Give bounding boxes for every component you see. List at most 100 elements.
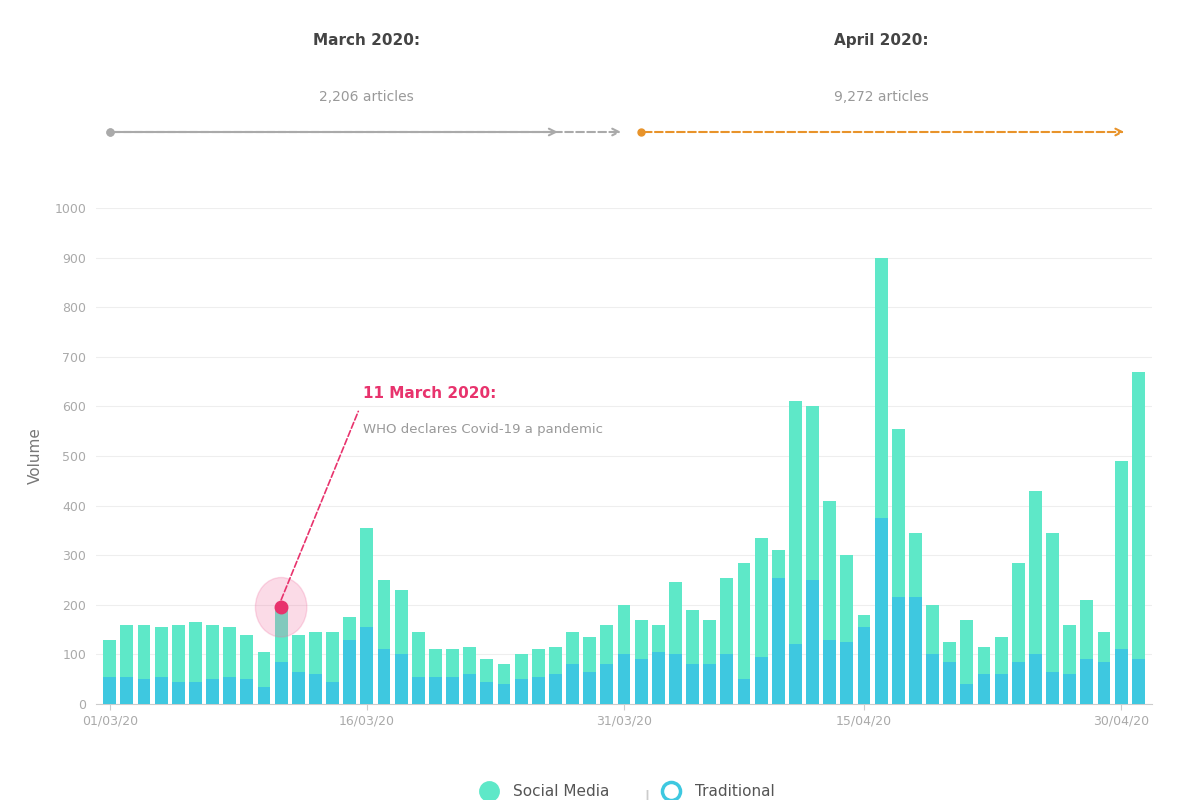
Bar <box>463 674 476 704</box>
Bar <box>600 664 613 704</box>
Bar <box>910 533 922 598</box>
Bar <box>618 654 630 704</box>
Bar <box>343 639 356 704</box>
Bar <box>720 654 733 704</box>
Bar <box>240 634 253 679</box>
Bar <box>910 598 922 704</box>
Ellipse shape <box>256 578 307 637</box>
Bar <box>172 682 185 704</box>
Bar <box>1063 674 1076 704</box>
Bar <box>772 578 785 704</box>
Bar <box>446 650 460 677</box>
Bar <box>995 674 1008 704</box>
Bar <box>190 622 202 682</box>
Bar <box>1080 600 1093 659</box>
Bar <box>618 605 630 654</box>
Bar <box>206 625 220 679</box>
Bar <box>720 578 733 654</box>
Text: March 2020:: March 2020: <box>313 33 420 48</box>
Bar <box>823 501 836 639</box>
Bar <box>155 677 168 704</box>
Bar <box>892 429 905 598</box>
Bar <box>943 662 956 704</box>
Bar <box>326 682 340 704</box>
Bar <box>738 562 750 679</box>
Bar <box>703 664 716 704</box>
Bar <box>120 677 133 704</box>
Bar <box>858 614 870 627</box>
Bar <box>1063 625 1076 674</box>
Legend: Social Media, Traditional: Social Media, Traditional <box>467 778 781 800</box>
Text: 2,206 articles: 2,206 articles <box>319 90 414 104</box>
Bar <box>840 642 853 704</box>
Bar <box>978 647 990 674</box>
Bar <box>206 679 220 704</box>
Bar <box>138 625 150 679</box>
Bar <box>738 679 750 704</box>
Bar <box>652 652 665 704</box>
Bar <box>840 555 853 642</box>
Text: April 2020:: April 2020: <box>834 33 929 48</box>
Bar <box>223 627 236 677</box>
Text: |: | <box>643 790 650 800</box>
Bar <box>790 645 802 704</box>
Bar <box>772 550 785 578</box>
Bar <box>1046 672 1060 704</box>
Bar <box>635 659 648 704</box>
Bar <box>790 402 802 645</box>
Bar <box>1012 562 1025 662</box>
Bar <box>583 637 596 672</box>
Bar <box>395 654 408 704</box>
Bar <box>103 639 116 677</box>
Bar <box>412 677 425 704</box>
Bar <box>360 627 373 704</box>
Bar <box>755 657 768 704</box>
Bar <box>1098 632 1110 662</box>
Bar <box>515 654 528 679</box>
Bar <box>120 625 133 677</box>
Text: 11 March 2020:: 11 March 2020: <box>364 386 497 402</box>
Bar <box>635 620 648 659</box>
Bar <box>532 677 545 704</box>
Bar <box>583 672 596 704</box>
Bar <box>858 627 870 704</box>
Bar <box>498 684 510 704</box>
Bar <box>480 659 493 682</box>
Bar <box>995 637 1008 674</box>
Bar <box>823 639 836 704</box>
Bar <box>875 518 888 704</box>
Bar <box>343 618 356 639</box>
Bar <box>430 650 442 677</box>
Bar <box>292 672 305 704</box>
Y-axis label: Volume: Volume <box>29 427 43 485</box>
Bar <box>430 677 442 704</box>
Bar <box>240 679 253 704</box>
Bar <box>446 677 460 704</box>
Bar <box>378 650 390 704</box>
Bar <box>463 647 476 674</box>
Bar <box>360 528 373 627</box>
Bar <box>670 654 682 704</box>
Bar <box>926 605 940 654</box>
Bar <box>1030 490 1042 654</box>
Bar <box>1132 659 1145 704</box>
Bar <box>395 590 408 654</box>
Bar <box>190 682 202 704</box>
Text: 9,272 articles: 9,272 articles <box>834 90 929 104</box>
Bar <box>566 664 580 704</box>
Bar <box>1115 461 1128 650</box>
Bar <box>686 664 700 704</box>
Bar <box>703 620 716 664</box>
Bar <box>550 647 562 674</box>
Bar <box>1046 533 1060 672</box>
Bar <box>258 686 270 704</box>
Text: WHO declares Covid-19 a pandemic: WHO declares Covid-19 a pandemic <box>364 423 604 436</box>
Bar <box>1098 662 1110 704</box>
Bar <box>310 632 322 674</box>
Bar <box>138 679 150 704</box>
Bar <box>412 632 425 677</box>
Bar <box>670 582 682 654</box>
Bar <box>292 634 305 672</box>
Bar <box>978 674 990 704</box>
Bar <box>926 654 940 704</box>
